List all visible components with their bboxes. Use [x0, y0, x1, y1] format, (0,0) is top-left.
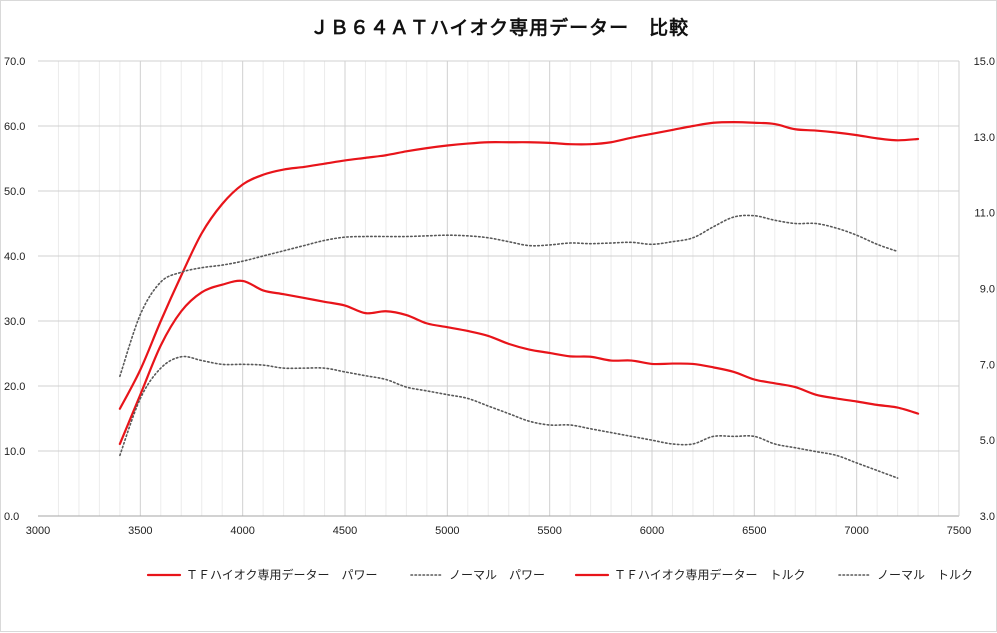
y-left-tick-label: 10.0 [4, 446, 25, 458]
x-tick-label: 4500 [333, 525, 357, 537]
y-left-tick-label: 50.0 [4, 186, 25, 198]
x-tick-label: 4000 [230, 525, 254, 537]
y-left-tick-label: 0.0 [4, 511, 19, 523]
legend-item-normal-torque-label: ノーマル トルク [877, 568, 973, 582]
y-left-tick-label: 30.0 [4, 316, 25, 328]
x-tick-label: 3500 [128, 525, 152, 537]
x-tick-label: 5500 [537, 525, 561, 537]
y-right-tick-label: 3.0 [980, 511, 995, 523]
tf-power-line [118, 121, 920, 410]
y-right-tick-label: 11.0 [974, 208, 995, 220]
x-tick-label: 3000 [26, 525, 50, 537]
x-tick-label: 6000 [640, 525, 664, 537]
tf-torque-line [118, 279, 920, 446]
y-left-tick-label: 40.0 [4, 251, 25, 263]
legend-item-normal-power-label: ノーマル パワー [449, 568, 545, 582]
y-right-tick-label: 13.0 [974, 132, 995, 144]
y-right-tick-label: 15.0 [974, 56, 995, 68]
normal-torque-line [119, 355, 899, 479]
y-left-tick-label: 20.0 [4, 381, 25, 393]
y-right-tick-label: 5.0 [980, 435, 995, 447]
normal-power-line [119, 214, 899, 378]
chart-title: ＪＢ６４ＡＴハイオク専用データー 比較 [309, 17, 690, 39]
x-tick-label: 7000 [844, 525, 868, 537]
x-tick-label: 6500 [742, 525, 766, 537]
y-left-tick-label: 70.0 [4, 56, 25, 68]
legend-item-tf-power-label: ＴＦハイオク専用データー パワー [186, 567, 378, 582]
y-left-tick-label: 60.0 [4, 121, 25, 133]
y-right-tick-label: 9.0 [980, 284, 995, 296]
x-tick-label: 5000 [435, 525, 459, 537]
x-tick-label: 7500 [947, 525, 971, 537]
legend-item-tf-torque-label: ＴＦハイオク専用データー トルク [614, 567, 806, 582]
y-right-tick-label: 7.0 [980, 359, 995, 371]
